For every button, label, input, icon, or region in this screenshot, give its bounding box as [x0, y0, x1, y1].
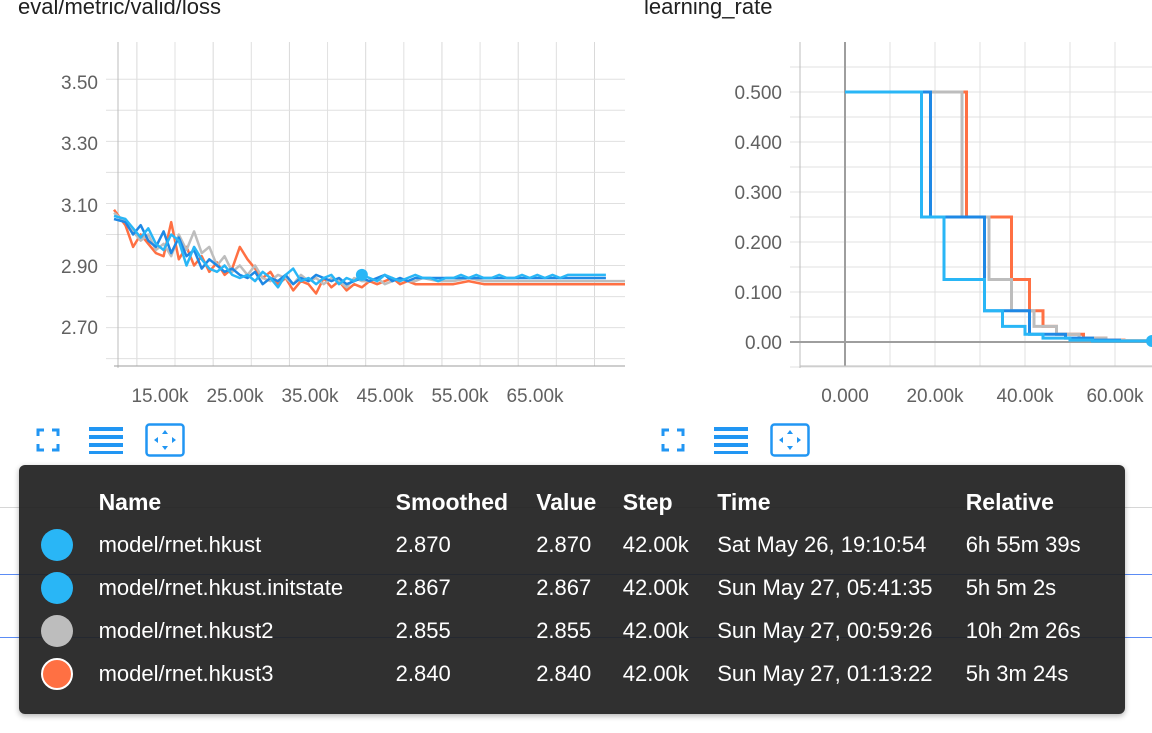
step: 42.00k [622, 617, 689, 643]
fullscreen-icon [661, 428, 685, 452]
lr-hover-point [1146, 335, 1152, 347]
header-relative: Relative [965, 488, 1054, 515]
lr-x-tick: 0.000 [821, 386, 869, 407]
lr-x-tick: 40.00k [996, 386, 1054, 407]
time: Sun May 27, 00:59:26 [717, 617, 933, 643]
fullscreen-button[interactable] [653, 422, 693, 458]
lr-y-tick: 0.100 [734, 283, 782, 304]
header-value: Value [536, 488, 597, 515]
table-row: model/rnet.hkust 2.870 2.870 42.00k Sat … [41, 523, 1125, 566]
loss-x-ticks: 15.00k 25.00k 35.00k 45.00k 55.00k 65.00… [131, 386, 564, 407]
loss-y-tick: 3.50 [61, 73, 98, 94]
loss-y-tick: 2.90 [61, 257, 98, 278]
time: Sat May 26, 19:10:54 [717, 531, 927, 557]
loss-x-tick: 45.00k [356, 386, 414, 407]
lr-y-tick: 0.200 [734, 233, 782, 254]
data-tooltip: Name Smoothed Value Step Time Relative m… [19, 465, 1125, 714]
loss-y-tick: 3.10 [61, 196, 98, 217]
chart-title-loss: eval/metric/valid/loss [18, 0, 221, 19]
fit-domain-icon [145, 423, 185, 457]
header-smoothed: Smoothed [395, 488, 509, 515]
smoothed-value: 2.840 [395, 660, 451, 686]
loss-x-tick: 65.00k [506, 386, 564, 407]
value: 2.867 [536, 574, 592, 600]
run-name: model/rnet.hkust.initstate [98, 574, 344, 600]
chart-title-learning-rate: learning_rate [644, 0, 773, 19]
loss-y-tick: 3.30 [61, 134, 98, 155]
loss-x-tick: 25.00k [206, 386, 264, 407]
header-time: Time [717, 488, 771, 515]
lr-y-tick: 0.300 [734, 183, 782, 204]
loss-chart[interactable]: 3.50 3.30 3.10 2.90 2.70 15.00k 25.00k 3… [0, 0, 1152, 420]
loss-series-line [113, 217, 606, 286]
lr-series-line [845, 90, 1151, 343]
step: 42.00k [622, 574, 689, 600]
step: 42.00k [622, 660, 689, 686]
run-name: model/rnet.hkust2 [98, 617, 274, 643]
loss-x-tick: 55.00k [431, 386, 489, 407]
lr-lines [845, 90, 1152, 347]
header-step: Step [622, 488, 673, 515]
fit-domain-icon [770, 423, 810, 457]
relative-time: 10h 2m 26s [965, 617, 1081, 643]
lr-y-ticks: 0.500 0.400 0.300 0.200 0.100 0.00 [734, 83, 782, 354]
value: 2.870 [536, 531, 592, 557]
lr-y-tick: 0.00 [745, 333, 782, 354]
toggle-log-scale-button[interactable] [711, 422, 751, 458]
run-color-swatch [41, 528, 73, 561]
table-row: model/rnet.hkust.initstate 2.867 2.867 4… [41, 566, 1125, 609]
lr-x-ticks: 0.000 20.00k 40.00k 60.00k [821, 386, 1144, 407]
relative-time: 6h 55m 39s [965, 531, 1081, 557]
fit-domain-button[interactable] [770, 422, 810, 458]
tooltip-header-row: Name Smoothed Value Step Time Relative [41, 481, 1125, 523]
run-name: model/rnet.hkust [98, 531, 262, 557]
loss-lines [112, 208, 625, 295]
loss-y-ticks: 3.50 3.30 3.10 2.90 2.70 [61, 73, 98, 339]
run-color-swatch [41, 614, 73, 647]
header-name: Name [98, 488, 162, 515]
fullscreen-button[interactable] [28, 422, 68, 458]
loss-x-tick: 15.00k [131, 386, 189, 407]
loss-grid [106, 42, 625, 368]
loss-x-tick: 35.00k [281, 386, 339, 407]
smoothed-value: 2.855 [395, 617, 451, 643]
toggle-log-scale-button[interactable] [86, 422, 126, 458]
table-row: model/rnet.hkust3 2.840 2.840 42.00k Sun… [41, 652, 1125, 695]
loss-series-line [113, 214, 606, 289]
step: 42.00k [622, 531, 689, 557]
loss-y-tick: 2.70 [61, 318, 98, 339]
relative-time: 5h 5m 2s [965, 574, 1057, 600]
run-name: model/rnet.hkust3 [98, 660, 274, 686]
lr-x-tick: 60.00k [1086, 386, 1144, 407]
run-color-swatch [41, 571, 73, 604]
value: 2.855 [536, 617, 592, 643]
tooltip-table: Name Smoothed Value Step Time Relative m… [41, 481, 1125, 695]
time: Sun May 27, 05:41:35 [717, 574, 933, 600]
lr-y-tick: 0.500 [734, 83, 782, 104]
fullscreen-icon [36, 428, 60, 452]
list-icon [89, 427, 123, 454]
table-row: model/rnet.hkust2 2.855 2.855 42.00k Sun… [41, 609, 1125, 652]
loss-hover-point [355, 268, 368, 281]
run-color-swatch [41, 657, 73, 690]
value: 2.840 [536, 660, 592, 686]
smoothed-value: 2.867 [395, 574, 451, 600]
relative-time: 5h 3m 24s [965, 660, 1069, 686]
lr-y-tick: 0.400 [734, 133, 782, 154]
fit-domain-button[interactable] [145, 422, 185, 458]
list-icon [714, 427, 748, 454]
lr-x-tick: 20.00k [906, 386, 964, 407]
time: Sun May 27, 01:13:22 [717, 660, 933, 686]
smoothed-value: 2.870 [395, 531, 451, 557]
lr-grid [790, 42, 1152, 368]
